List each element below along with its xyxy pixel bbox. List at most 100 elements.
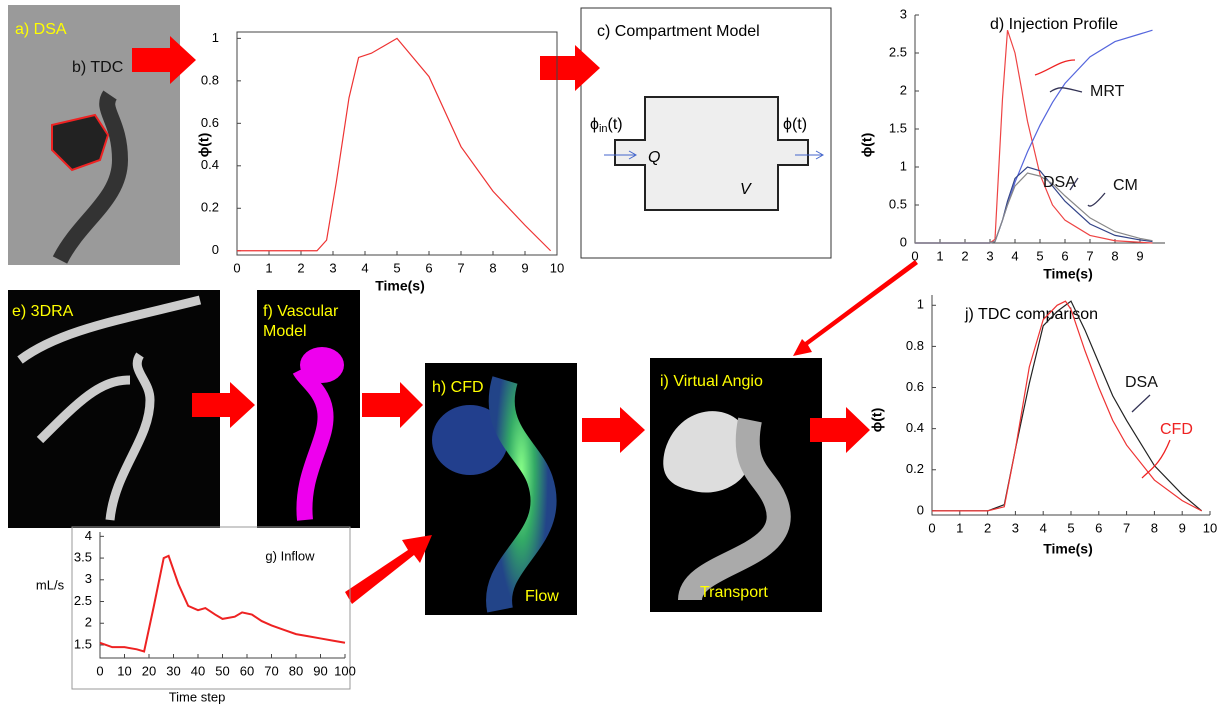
x-tick-label: 0 [233, 260, 240, 275]
x-tick-label: 6 [1095, 520, 1102, 535]
y-tick-label: 0.5 [889, 196, 907, 211]
y-tick-label: 0 [900, 234, 907, 249]
arrow [345, 535, 432, 604]
x-axis-label: Time step [169, 689, 226, 704]
y-tick-label: 0.8 [906, 338, 924, 353]
x-tick-label: 50 [215, 663, 229, 678]
panel-caption: Flow [525, 588, 559, 605]
chart-title: g) Inflow [265, 548, 315, 563]
x-tick-label: 3 [1012, 520, 1019, 535]
y-tick-label: 3.5 [74, 550, 92, 565]
annotation: MRT [1090, 83, 1125, 100]
x-tick-label: 80 [289, 663, 303, 678]
x-tick-label: 10 [550, 260, 564, 275]
x-tick-label: 5 [393, 260, 400, 275]
x-tick-label: 0 [928, 520, 935, 535]
x-tick-label: 9 [1179, 520, 1186, 535]
y-axis-label: ϕ(t) [869, 408, 885, 432]
x-tick-label: 8 [1151, 520, 1158, 535]
x-tick-label: 90 [313, 663, 327, 678]
y-tick-label: 2 [900, 82, 907, 97]
x-tick-label: 100 [334, 663, 356, 678]
y-tick-label: 0 [917, 502, 924, 517]
x-tick-label: 5 [1036, 248, 1043, 263]
x-tick-label: 3 [986, 248, 993, 263]
annotation-arrow [1050, 88, 1082, 92]
subscript: in [599, 123, 608, 135]
x-tick-label: 40 [191, 663, 205, 678]
y-tick-label: 1.5 [889, 120, 907, 135]
axes [915, 15, 1165, 243]
annotation-arrow [1035, 60, 1075, 75]
x-tick-label: 1 [265, 260, 272, 275]
y-tick-label: 1 [917, 297, 924, 312]
y-tick-label: 0.6 [906, 379, 924, 394]
arrow [362, 382, 423, 428]
panel-label: e) 3DRA [12, 303, 74, 320]
line-series [100, 556, 345, 652]
panel-label: h) CFD [432, 379, 484, 396]
aneurysm-model [300, 347, 344, 383]
x-axis-label: Time(s) [1043, 541, 1093, 557]
y-tick-label: 0.4 [906, 420, 924, 435]
x-tick-label: 7 [1086, 248, 1093, 263]
x-tick-label: 4 [1011, 248, 1018, 263]
volume-label: V [740, 181, 752, 198]
x-tick-label: 2 [984, 520, 991, 535]
y-tick-label: 0 [212, 242, 219, 257]
y-tick-label: 0.2 [201, 200, 219, 215]
y-tick-label: 0.4 [201, 157, 219, 172]
panel-label: Model [263, 323, 307, 340]
x-tick-label: 5 [1067, 520, 1074, 535]
x-tick-label: 1 [936, 248, 943, 263]
y-tick-label: 0.8 [201, 72, 219, 87]
y-axis-label: mL/s [36, 577, 65, 592]
y-tick-label: 1 [212, 30, 219, 45]
y-tick-label: 2.5 [74, 593, 92, 608]
y-tick-label: 0.6 [201, 115, 219, 130]
panel-label: i) Virtual Angio [660, 373, 763, 390]
panel-label: b) TDC [72, 59, 123, 76]
y-axis-label: ϕ(t) [196, 133, 212, 157]
annotation: CM [1113, 177, 1138, 194]
x-tick-label: 8 [489, 260, 496, 275]
line-series [237, 38, 551, 250]
line-series [932, 301, 1202, 511]
x-tick-label: 1 [956, 520, 963, 535]
x-tick-label: 4 [361, 260, 368, 275]
outflow-label: ϕ(t) [783, 116, 807, 133]
y-tick-label: 2 [85, 615, 92, 630]
x-tick-label: 20 [142, 663, 156, 678]
y-tick-label: 1.5 [74, 636, 92, 651]
x-tick-label: 0 [911, 248, 918, 263]
annotation: CFD [1160, 421, 1193, 438]
panel-caption: Transport [700, 584, 768, 601]
y-tick-label: 3 [900, 6, 907, 21]
panel-label: f) Vascular [263, 303, 339, 320]
rate-label: Q [648, 149, 660, 166]
y-tick-label: 0.2 [906, 461, 924, 476]
x-tick-label: 7 [457, 260, 464, 275]
x-tick-label: 3 [329, 260, 336, 275]
annotation: DSA [1125, 374, 1158, 391]
x-tick-label: 4 [1040, 520, 1047, 535]
panel-label: a) DSA [15, 21, 67, 38]
x-tick-label: 60 [240, 663, 254, 678]
x-tick-label: 2 [297, 260, 304, 275]
x-tick-label: 9 [521, 260, 528, 275]
plot-frame [237, 32, 557, 255]
x-axis-label: Time(s) [375, 278, 425, 294]
x-tick-label: 10 [1203, 520, 1217, 535]
arg: (t) [608, 116, 623, 133]
chart-title: d) Injection Profile [990, 16, 1118, 33]
arrow [582, 407, 645, 453]
annotation-arrow [1142, 440, 1170, 478]
x-tick-label: 0 [96, 663, 103, 678]
x-tick-label: 7 [1123, 520, 1130, 535]
figure: a) DSA b) TDC c) Compartment Model ϕin(t… [0, 0, 1230, 709]
annotation-arrow [1088, 193, 1105, 206]
annotation-arrow [1132, 395, 1150, 412]
x-axis-label: Time(s) [1043, 266, 1093, 282]
